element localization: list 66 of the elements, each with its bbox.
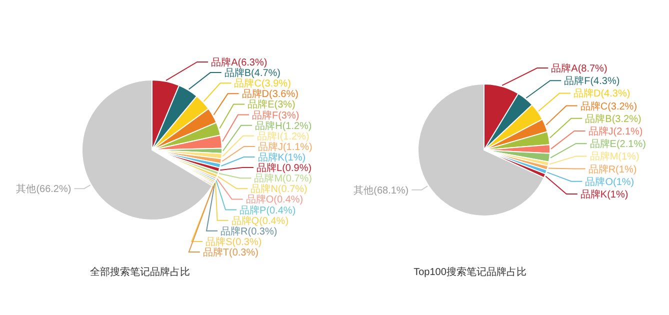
category-label: 品牌R (220, 226, 248, 238)
category-label: 品牌I (257, 131, 280, 142)
category-label: 品牌M (590, 152, 618, 163)
category-label: 品牌T (202, 248, 230, 258)
value-label: (66.2%) (36, 184, 72, 196)
value-label: (1%) (607, 190, 628, 200)
category-label: 品牌F (564, 76, 590, 88)
category-label: 品牌P (240, 205, 266, 216)
value-label: (3.6%) (269, 89, 298, 100)
category-label: 品牌S (206, 236, 232, 248)
value-label: (0.3%) (248, 226, 278, 238)
value-label: (8.7%) (578, 64, 608, 74)
value-label: (1%) (613, 176, 634, 188)
value-label: (1%) (618, 152, 640, 163)
value-label: (3.2%) (608, 101, 638, 112)
category-label: 品牌J (588, 126, 614, 138)
category-label: 品牌E (590, 139, 616, 150)
value-label: (0.7%) (278, 184, 308, 196)
category-label: 品牌A (211, 58, 238, 68)
value-label: (3%) (278, 110, 300, 122)
value-label: (1.2%) (280, 131, 310, 142)
category-label: 品牌B (224, 68, 252, 80)
category-label: 品牌O (246, 194, 274, 206)
category-label: 其他 (354, 185, 374, 196)
value-label: (1%) (616, 164, 637, 176)
value-label: (1.2%) (282, 120, 312, 132)
category-label: 其他 (16, 184, 36, 196)
value-label: (3.9%) (261, 78, 291, 90)
category-label: 品牌D (242, 89, 270, 100)
value-label: (0.3%) (229, 248, 258, 258)
value-label: (4.7%) (251, 68, 280, 80)
category-label: 品牌A (551, 64, 578, 74)
value-label: (1%) (284, 152, 306, 164)
value-label: (0.4%) (259, 216, 289, 227)
value-label: (0.4%) (274, 194, 304, 206)
value-label: (0.9%) (282, 163, 312, 174)
value-label: (3.2%) (612, 114, 642, 125)
category-label: 品牌J (258, 142, 283, 153)
category-label: 品牌B (585, 114, 612, 125)
category-label: 品牌L (256, 163, 282, 174)
category-label: 品牌R (588, 164, 616, 176)
category-label: 品牌O (585, 176, 614, 188)
category-label: 品牌D (574, 88, 601, 100)
category-label: 品牌N (250, 184, 278, 196)
value-label: (1.1%) (282, 142, 312, 153)
category-label: 品牌F (252, 110, 278, 122)
category-label: 品牌H (255, 120, 282, 132)
text: 全部搜索笔记品牌占比 (90, 266, 190, 278)
category-label: 品牌M (254, 174, 283, 185)
value-label: (0.7%) (282, 174, 312, 185)
category-label: 品牌K (580, 190, 608, 200)
value-label: (2.1%) (613, 126, 643, 138)
category-label: 品牌E (248, 100, 274, 111)
value-label: (0.3%) (232, 236, 262, 248)
value-label: (3%) (274, 100, 296, 111)
text: Top100搜索笔记品牌占比 (414, 266, 526, 278)
value-label: (0.4%) (266, 205, 296, 216)
category-label: 品牌K (258, 152, 284, 164)
value-label: (2.1%) (616, 139, 646, 150)
value-label: (4.3%) (590, 76, 620, 88)
category-label: 品牌C (234, 78, 262, 90)
value-label: (68.1%) (374, 185, 409, 196)
value-label: (6.3%) (238, 58, 268, 68)
category-label: 品牌Q (231, 216, 260, 227)
value-label: (4.3%) (600, 88, 630, 100)
category-label: 品牌C (580, 101, 608, 112)
